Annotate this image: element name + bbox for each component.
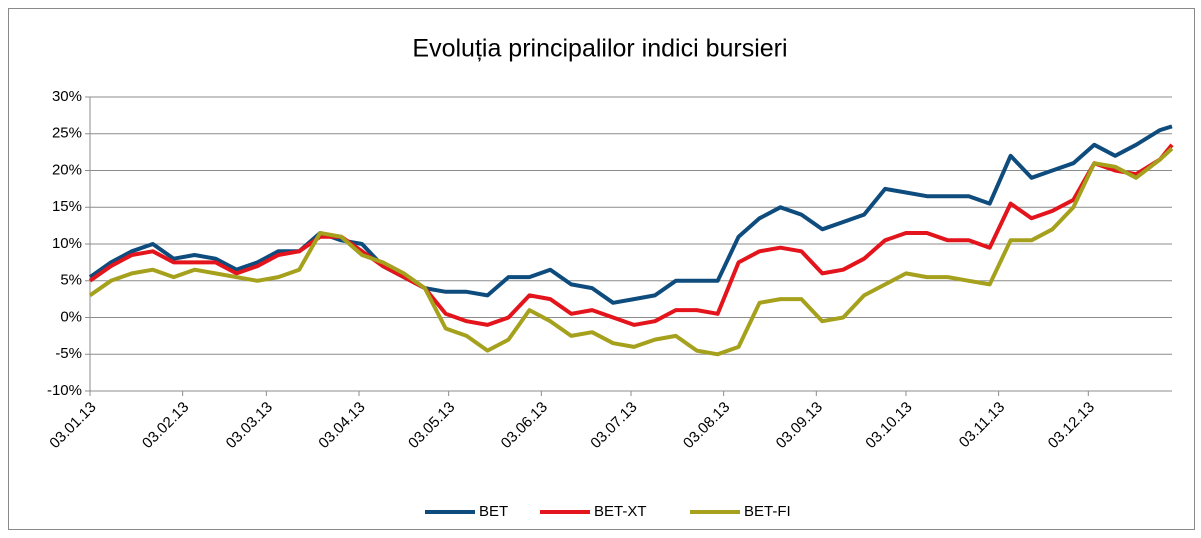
- y-tick-label: -5%: [55, 345, 82, 362]
- legend-label: BET-XT: [594, 503, 647, 520]
- legend-label: BET-FI: [744, 503, 791, 520]
- legend-label: BET: [479, 503, 508, 520]
- series-line: [88, 143, 1174, 327]
- y-tick-label: 10%: [52, 235, 82, 252]
- y-tick-label: 20%: [52, 161, 82, 178]
- y-tick-label: 0%: [60, 308, 82, 325]
- series-line: [88, 147, 1174, 357]
- y-tick-label: -10%: [47, 382, 82, 399]
- y-tick-label: 5%: [60, 272, 82, 289]
- series-line: [88, 124, 1173, 305]
- chart-frame: [8, 8, 1195, 530]
- y-tick-label: 25%: [52, 125, 82, 142]
- y-tick-label: 15%: [52, 198, 82, 215]
- y-tick-label: 30%: [52, 88, 82, 105]
- chart-title: Evoluția principalilor indici bursieri: [412, 35, 787, 63]
